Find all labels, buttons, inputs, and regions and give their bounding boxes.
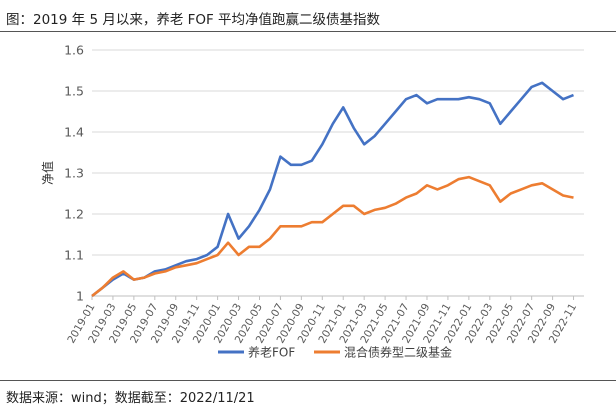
y-axis-label: 净值 [40,161,55,185]
y-tick-label: 1.1 [64,248,84,263]
y-tick-label: 1.3 [64,166,84,181]
series-line-fof [91,81,574,298]
legend-label: 养老FOF [248,345,295,360]
y-tick-label: 1.5 [64,84,84,99]
legend: 养老FOF 混合债券型二级基金 [218,345,452,360]
y-tick-labels: 1 1.1 1.2 1.3 1.4 1.5 1.6 [64,43,84,304]
series-line-bond-fund [91,175,574,298]
figure-source: 数据来源：wind；数据截至：2022/11/21 [6,391,255,406]
legend-label: 混合债券型二级基金 [344,345,452,360]
bottom-rule [0,380,616,381]
top-rule [0,31,616,32]
x-tick-labels: 2019-012019-032019-052019-072019-092019-… [65,296,579,345]
series-lines [91,81,574,298]
y-tick-label: 1 [76,289,84,304]
y-grid [92,49,584,256]
y-tick-label: 1.4 [64,125,84,140]
line-chart: 1 1.1 1.2 1.3 1.4 1.5 1.6 2019-012019-032019-0… [40,43,584,360]
y-tick-label: 1.6 [64,43,84,58]
y-tick-label: 1.2 [64,207,84,222]
figure-title: 图：2019 年 5 月以来，养老 FOF 平均净值跑赢二级债基指数 [6,12,381,28]
